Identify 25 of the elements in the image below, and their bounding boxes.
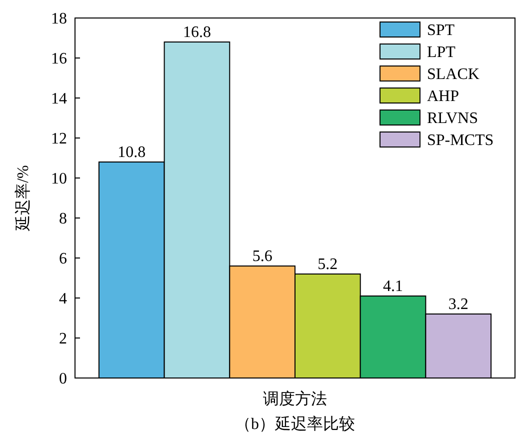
data-label: 5.2: [318, 256, 338, 273]
text: （b）延迟率比较: [235, 415, 355, 433]
legend-label: SP-MCTS: [427, 132, 494, 149]
y-tick-label: 12: [51, 130, 67, 148]
data-label: 5.6: [252, 248, 272, 265]
y-tick-label: 6: [59, 250, 67, 268]
data-label: 3.2: [448, 296, 468, 313]
legend-label: SLACK: [427, 66, 480, 83]
data-label: 4.1: [383, 278, 404, 295]
data-label: 16.8: [182, 24, 211, 41]
y-tick-label: 2: [59, 330, 67, 348]
y-tick-label: 14: [51, 90, 67, 108]
legend-label: RLVNS: [427, 110, 478, 127]
y-tick-label: 0: [59, 370, 67, 388]
y-tick-label: 16: [51, 50, 67, 68]
legend-label: LPT: [427, 44, 456, 61]
x-axis-title: 调度方法: [263, 390, 327, 408]
y-tick-label: 4: [59, 290, 67, 308]
y-tick-label: 18: [51, 10, 67, 28]
y-axis-title: 延迟率/%: [14, 165, 32, 232]
y-tick-label: 8: [59, 210, 67, 228]
y-tick-label: 10: [51, 170, 67, 188]
legend-label: AHP: [427, 88, 460, 105]
legend-label: SPT: [427, 22, 455, 39]
data-label: 10.8: [118, 144, 146, 161]
